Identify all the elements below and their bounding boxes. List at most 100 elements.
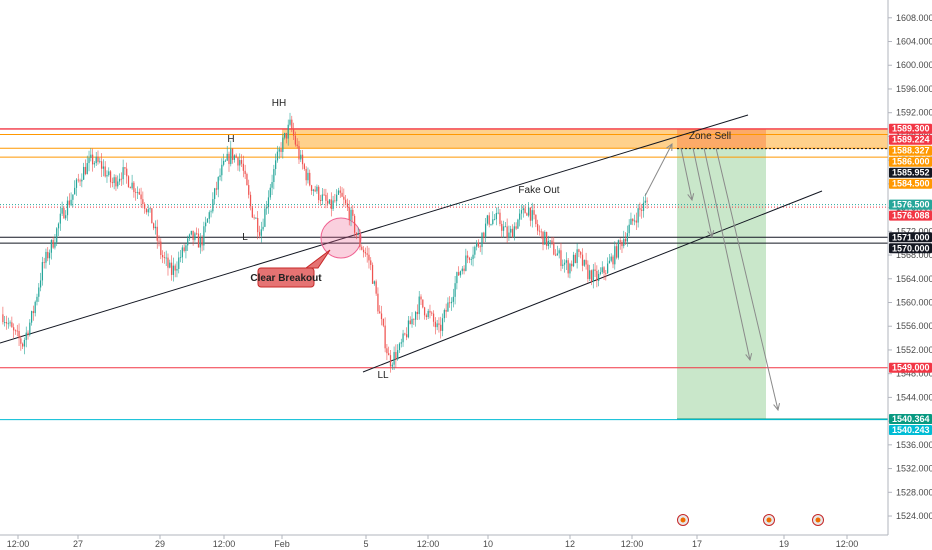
event-markers[interactable] [677, 514, 824, 526]
candle-body [587, 264, 589, 279]
candle-body [34, 301, 36, 314]
candle-body [443, 310, 445, 319]
candle-body [83, 166, 85, 180]
candle-body [111, 182, 113, 184]
candle-body [258, 232, 261, 236]
candle-body [366, 253, 368, 255]
price-tick-label: 1596.000 [896, 84, 932, 94]
candle-body [319, 199, 322, 201]
candle-body [90, 154, 92, 158]
candle-body [214, 188, 216, 200]
candle-body [359, 234, 361, 247]
candle-body [59, 213, 61, 224]
candle-body [199, 237, 201, 248]
candle-body [438, 323, 440, 325]
candle-body [395, 352, 397, 360]
candle-body [327, 200, 329, 204]
arrow-to-sell-zone-head [666, 142, 673, 152]
candle-body [574, 254, 576, 263]
candle-body [436, 323, 438, 328]
candle-body [510, 228, 512, 233]
price-level-tag[interactable] [889, 134, 932, 145]
price-tick-label: 1532.000 [896, 464, 932, 474]
candle-body [14, 330, 17, 332]
price-level-tag[interactable] [889, 243, 932, 254]
candle-body [447, 302, 449, 312]
candle-body [246, 174, 248, 186]
arrow-to-target [715, 147, 779, 411]
candle-body [644, 200, 646, 203]
price-axis[interactable]: 1608.000 1604.000 1600.000 1596.000 1592.000… [887, 0, 932, 550]
price-tick-label: 1536.000 [896, 440, 932, 450]
price-level-tag-label: 1589.224 [892, 135, 930, 145]
candle-body [108, 171, 110, 176]
candle-body [237, 157, 239, 166]
candle-body [280, 149, 282, 152]
candle-body [102, 166, 105, 169]
price-tick-label: 1564.000 [896, 274, 932, 284]
candle-body [632, 218, 634, 222]
candle-body [517, 219, 519, 229]
price-tick-label: 1548.000 [896, 369, 932, 379]
time-tick-label: 12:00 [417, 539, 440, 549]
price-level-tag[interactable] [889, 232, 932, 243]
price-level-tag[interactable] [889, 199, 932, 210]
candle-body [301, 154, 304, 165]
sell-zone-band [282, 128, 888, 149]
price-tick-label: 1560.000 [896, 297, 932, 307]
price-tick-label: 1552.000 [896, 345, 932, 355]
price-level-tag[interactable] [889, 210, 932, 221]
candle-body [617, 240, 620, 258]
candle-body [477, 242, 480, 247]
price-level-tag[interactable] [889, 424, 932, 435]
price-level-tag[interactable] [889, 156, 932, 167]
candle-body [27, 332, 29, 335]
candle-body [379, 311, 381, 314]
candle-body [210, 211, 212, 213]
candle-body [282, 137, 284, 152]
time-tick-label: 5 [363, 539, 368, 549]
label-fake-out: Fake Out [518, 185, 559, 196]
candle-body [224, 160, 227, 162]
candle-body [235, 155, 237, 158]
candle-body [481, 232, 483, 247]
candle-body [217, 177, 219, 190]
label-lower-low: LL [377, 370, 389, 381]
candle-body [149, 208, 151, 210]
candle-body [603, 267, 605, 273]
candle-body [621, 241, 623, 247]
candle-body [506, 226, 508, 238]
price-level-tag[interactable] [889, 167, 932, 178]
time-axis[interactable]: 12:00 27 29 12:00 Feb 5 12:00 10 12 12:00 17 19 12:0… [0, 534, 888, 549]
candle-body [287, 124, 289, 139]
candle-body [133, 182, 135, 193]
price-level-tag-label: 1576.088 [892, 211, 930, 221]
candle-body [526, 213, 528, 216]
price-level-tag[interactable] [889, 178, 932, 189]
candle-body [353, 215, 356, 233]
candle-body [23, 339, 26, 347]
candle-body [20, 338, 22, 344]
candle-body [142, 199, 144, 204]
candle-body [336, 194, 338, 202]
candle-body [352, 209, 354, 216]
candle-body [41, 262, 44, 281]
label-high: H [227, 134, 234, 145]
candle-body [74, 187, 76, 195]
candle-body [538, 230, 541, 232]
price-level-tag-label: 1540.243 [892, 425, 930, 435]
candle-body [136, 191, 139, 193]
price-level-tag[interactable] [889, 145, 932, 156]
candle-body [257, 217, 259, 233]
economic-event-icon-dot [680, 517, 686, 523]
candle-body [345, 199, 347, 204]
price-level-tag[interactable] [889, 123, 932, 134]
price-level-tag[interactable] [889, 362, 932, 373]
candle-body [630, 218, 632, 225]
candle-body [633, 220, 636, 222]
candle-body [476, 242, 478, 247]
candle-body [323, 194, 325, 196]
price-level-tag[interactable] [889, 413, 932, 424]
candle-body [194, 233, 196, 240]
